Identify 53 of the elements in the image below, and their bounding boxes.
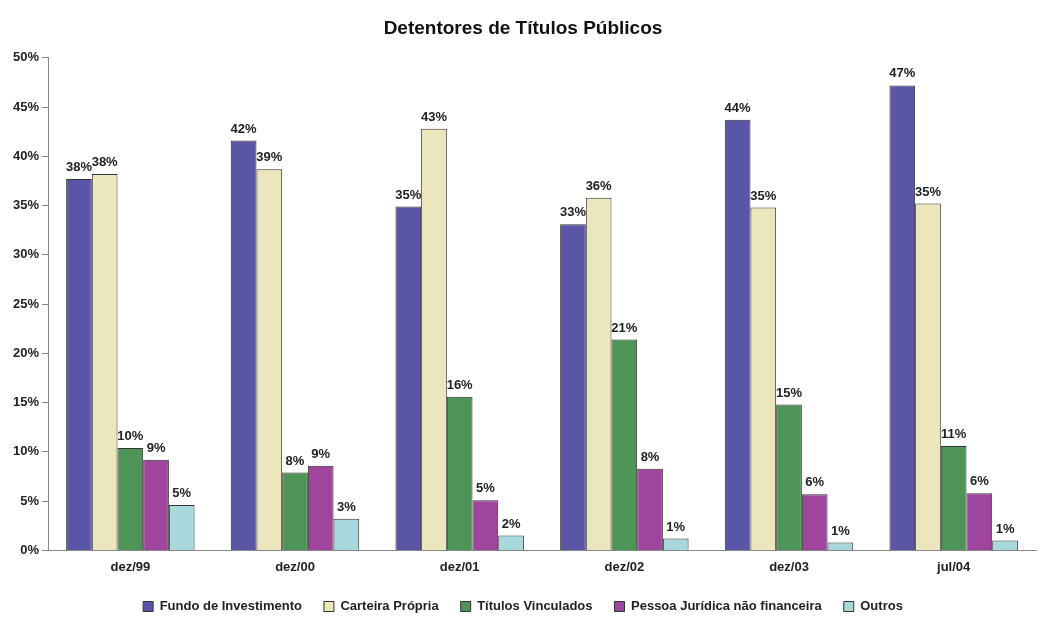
x-tick-label: dez/00 [275, 558, 315, 574]
x-tick-label: dez/02 [604, 558, 645, 574]
data-label: 47% [889, 65, 916, 81]
y-tick-label: 40% [12, 147, 40, 163]
data-label: 42% [230, 120, 258, 136]
data-label: 33% [559, 204, 587, 220]
data-label: 9% [146, 439, 166, 455]
data-label: 35% [395, 186, 422, 202]
data-label: 39% [256, 149, 283, 165]
legend-label: Outros [860, 598, 903, 614]
data-label: 6% [969, 473, 990, 489]
data-label: 44% [724, 99, 752, 115]
y-tick-label: 5% [20, 492, 40, 508]
y-tick-label: 30% [12, 246, 40, 262]
data-label: 1% [830, 522, 851, 538]
data-label: 11% [941, 426, 967, 442]
x-tick-label: dez/99 [110, 558, 151, 574]
y-tick-label: 10% [12, 443, 40, 459]
y-tick-label: 15% [12, 394, 40, 410]
data-label: 36% [585, 177, 613, 193]
data-label: 38% [65, 159, 93, 175]
y-tick-label: 0% [20, 541, 40, 557]
y-tick-label: 45% [12, 98, 40, 114]
data-label: 1% [666, 518, 686, 534]
data-label: 43% [420, 108, 448, 124]
legend-label: Fundo de Investimento [159, 598, 302, 614]
data-label: 2% [501, 515, 521, 531]
chart-title: Detentores de Títulos Públicos [383, 16, 663, 38]
legend-label: Carteira Própria [340, 598, 440, 614]
data-label: 35% [750, 187, 777, 203]
y-tick-label: 25% [12, 295, 40, 311]
y-tick-label: 50% [12, 49, 40, 65]
data-label: 1% [995, 520, 1015, 536]
data-label: 38% [91, 154, 119, 170]
data-label: 8% [640, 448, 660, 464]
data-label: 35% [914, 183, 942, 199]
x-tick-label: dez/01 [439, 558, 480, 574]
y-tick-label: 20% [12, 344, 40, 360]
legend-label: Títulos Vinculados [477, 598, 593, 614]
data-label: 9% [311, 445, 331, 461]
data-label: 5% [172, 485, 192, 501]
data-label: 15% [775, 384, 803, 400]
data-label: 3% [336, 498, 357, 514]
x-tick-label: jul/04 [936, 558, 972, 574]
legend-label: Pessoa Jurídica não financeira [631, 598, 823, 614]
data-label: 5% [475, 480, 496, 496]
data-label: 16% [446, 376, 474, 392]
x-tick-label: dez/03 [769, 558, 809, 574]
data-label: 8% [285, 452, 305, 468]
data-label: 10% [117, 428, 144, 444]
y-tick-label: 35% [12, 197, 40, 213]
data-label: 21% [611, 319, 638, 335]
data-label: 6% [805, 474, 825, 490]
